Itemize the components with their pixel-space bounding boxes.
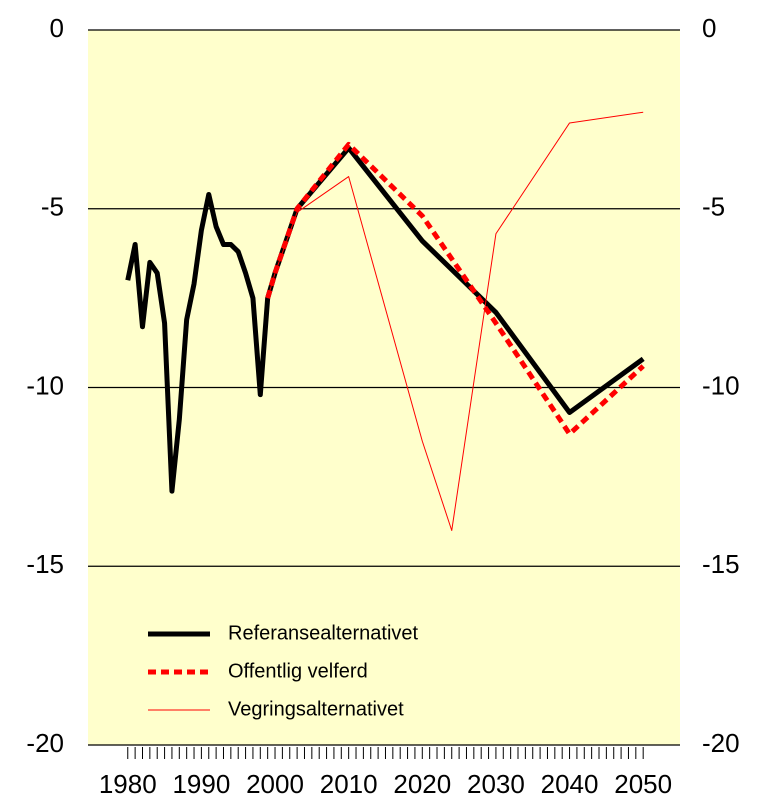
y2-tick-label: -20: [702, 728, 740, 758]
y2-tick-label: -5: [702, 192, 725, 222]
x-tick-label: 1990: [172, 769, 230, 799]
y-tick-label: -20: [26, 728, 64, 758]
y-tick-label: -15: [26, 549, 64, 579]
y2-tick-label: -10: [702, 370, 740, 400]
x-tick-label: 2010: [320, 769, 378, 799]
legend-label: Vegringsalternativet: [228, 698, 404, 720]
x-tick-label: 2000: [246, 769, 304, 799]
y-tick-label: -10: [26, 370, 64, 400]
x-tick-label: 1980: [99, 769, 157, 799]
x-tick-label: 2020: [393, 769, 451, 799]
series-line: [265, 141, 645, 437]
legend-label: Offentlig velferd: [228, 660, 368, 682]
legend-label: Referansealternativet: [228, 622, 419, 644]
x-tick-label: 2040: [541, 769, 599, 799]
x-tick-label: 2030: [467, 769, 525, 799]
series-line: [267, 111, 644, 531]
x-tick-label: 2050: [614, 769, 672, 799]
y-tick-label: -5: [41, 192, 64, 222]
y-tick-label: 0: [50, 13, 64, 43]
y2-tick-label: -15: [702, 549, 740, 579]
y2-tick-label: 0: [702, 13, 716, 43]
